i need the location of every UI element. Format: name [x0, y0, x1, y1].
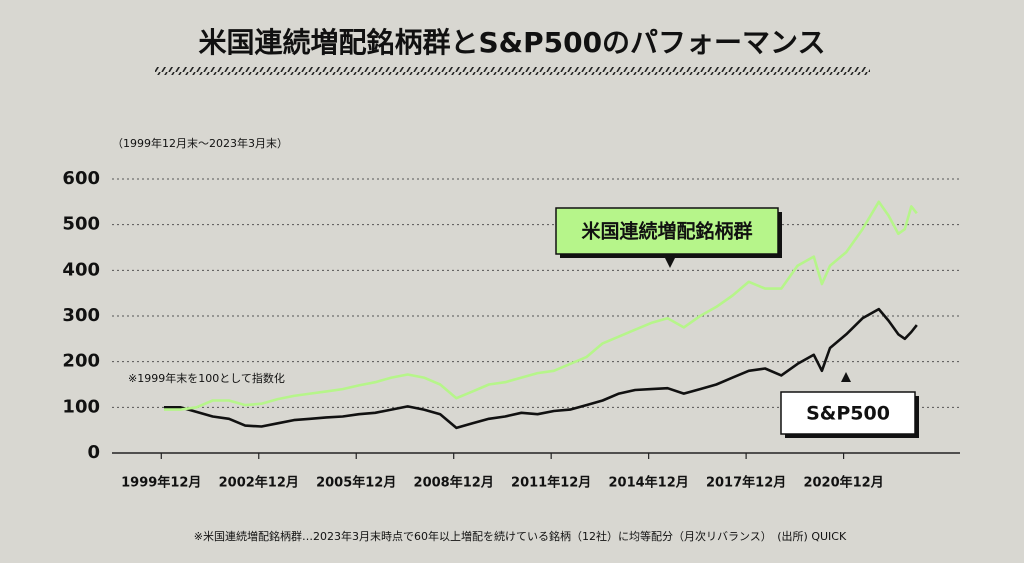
x-tick-label: 2011年12月 [511, 475, 591, 491]
chart-title: 米国連続増配銘柄群とS&P500のパフォーマンス [199, 26, 826, 59]
y-tick-label: 200 [62, 351, 100, 372]
legend-label: S&P500 [806, 403, 890, 425]
y-tick-label: 0 [87, 442, 100, 463]
y-tick-label: 300 [62, 305, 100, 326]
footnote: ※米国連続増配銘柄群…2023年3月末時点で60年以上増配を続けている銘柄（12… [194, 529, 847, 543]
series-line [164, 307, 918, 430]
x-tick-label: 2005年12月 [316, 475, 396, 491]
title-underline [155, 67, 870, 75]
series-label-box [780, 391, 916, 435]
series-line [164, 200, 918, 411]
x-tick-label: 2017年12月 [706, 475, 786, 491]
y-tick-label: 100 [62, 396, 100, 417]
y-tick-label: 500 [62, 214, 100, 235]
legend-label: 米国連続増配銘柄群 [581, 220, 752, 243]
y-tick-label: 600 [62, 168, 100, 189]
y-tick-label: 400 [62, 259, 100, 280]
x-tick-label: 1999年12月 [121, 475, 201, 491]
x-tick-label: 2002年12月 [219, 475, 299, 491]
subtitle: （1999年12月末〜2023年3月末） [112, 136, 288, 150]
x-tick-label: 2008年12月 [414, 475, 494, 491]
label-arrow [665, 258, 675, 268]
x-tick-label: 2014年12月 [609, 475, 689, 491]
x-tick-label: 2020年12月 [803, 475, 883, 491]
series-label-box [555, 207, 779, 255]
label-arrow [841, 372, 851, 382]
note: ※1999年末を100として指数化 [128, 371, 285, 385]
